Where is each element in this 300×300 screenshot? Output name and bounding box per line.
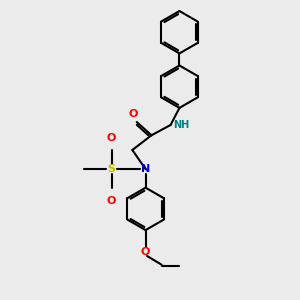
Text: NH: NH xyxy=(173,120,189,130)
Text: N: N xyxy=(141,164,150,174)
Text: S: S xyxy=(108,164,116,174)
Text: O: O xyxy=(106,196,116,206)
Text: O: O xyxy=(128,109,138,119)
Text: O: O xyxy=(141,247,150,256)
Text: O: O xyxy=(106,133,116,142)
